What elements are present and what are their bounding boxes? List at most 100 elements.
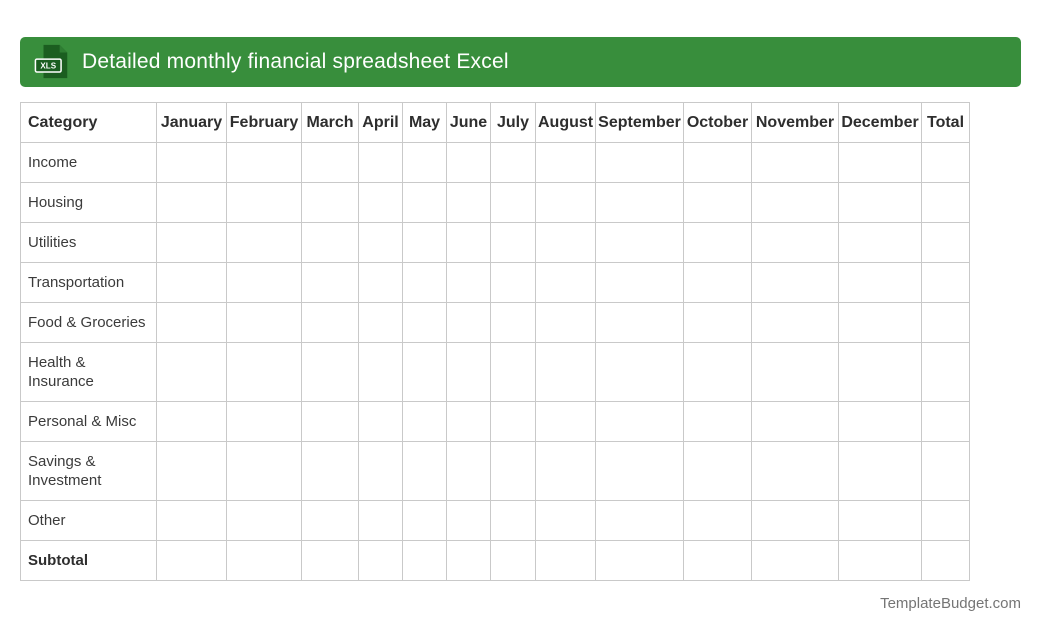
- table-cell: [535, 342, 596, 402]
- table-cell: [838, 500, 922, 541]
- table-cell: [358, 182, 403, 223]
- table-cell: [402, 182, 447, 223]
- table-cell: [595, 182, 684, 223]
- table-cell: [226, 222, 302, 263]
- table-cell: [301, 302, 359, 343]
- table-cell: [838, 142, 922, 183]
- table-cell: [683, 302, 752, 343]
- table-cell: [751, 302, 839, 343]
- table-cell: [402, 142, 447, 183]
- table-cell: [838, 342, 922, 402]
- table-cell: [838, 222, 922, 263]
- row-label: Health & Insurance: [20, 342, 157, 402]
- col-header-february: February: [226, 102, 302, 143]
- table-cell: [838, 441, 922, 501]
- col-header-march: March: [301, 102, 359, 143]
- table-cell: [156, 401, 227, 442]
- table-cell: [156, 342, 227, 402]
- table-cell: [358, 342, 403, 402]
- table-row-personal-misc: Personal & Misc: [20, 401, 970, 442]
- table-row-savings-investment: Savings & Investment: [20, 441, 970, 501]
- table-cell: [490, 342, 536, 402]
- table-cell: [751, 342, 839, 402]
- table-header-row: Category January February March April May June…: [20, 102, 970, 143]
- table-cell: [226, 182, 302, 223]
- table-cell: [301, 401, 359, 442]
- table-cell: [358, 441, 403, 501]
- table-row-income: Income: [20, 142, 970, 183]
- table-cell: [595, 142, 684, 183]
- table-cell: [751, 222, 839, 263]
- table-cell: [490, 540, 536, 581]
- table-cell: [751, 182, 839, 223]
- col-header-september: September: [595, 102, 684, 143]
- table-cell: [921, 222, 970, 263]
- row-label: Housing: [20, 182, 157, 223]
- col-header-july: July: [490, 102, 536, 143]
- table-cell: [358, 262, 403, 303]
- table-cell: [226, 302, 302, 343]
- table-cell: [535, 262, 596, 303]
- table-cell: [683, 142, 752, 183]
- table-cell: [226, 500, 302, 541]
- table-cell: [226, 441, 302, 501]
- table-row-transportation: Transportation: [20, 262, 970, 303]
- row-label: Subtotal: [20, 540, 157, 581]
- table-cell: [446, 540, 491, 581]
- table-cell: [301, 540, 359, 581]
- table-cell: [751, 441, 839, 501]
- table-cell: [446, 342, 491, 402]
- table-cell: [156, 441, 227, 501]
- table-cell: [490, 500, 536, 541]
- table-cell: [683, 262, 752, 303]
- table-cell: [358, 302, 403, 343]
- table-head: Category January February March April May June…: [20, 102, 970, 143]
- table-row-other: Other: [20, 500, 970, 541]
- col-header-june: June: [446, 102, 491, 143]
- row-label: Transportation: [20, 262, 157, 303]
- table-cell: [838, 302, 922, 343]
- table-cell: [683, 222, 752, 263]
- table-cell: [751, 540, 839, 581]
- table-cell: [595, 441, 684, 501]
- table-row-food-groceries: Food & Groceries: [20, 302, 970, 343]
- row-label: Personal & Misc: [20, 401, 157, 442]
- table-cell: [535, 222, 596, 263]
- table-cell: [921, 262, 970, 303]
- table-cell: [446, 441, 491, 501]
- col-header-august: August: [535, 102, 596, 143]
- table-cell: [921, 441, 970, 501]
- table-cell: [446, 401, 491, 442]
- table-cell: [402, 302, 447, 343]
- table-cell: [535, 302, 596, 343]
- table-cell: [683, 182, 752, 223]
- table-cell: [683, 500, 752, 541]
- row-label: Savings & Investment: [20, 441, 157, 501]
- template-table: Category January February March April May June…: [20, 102, 970, 581]
- row-label: Food & Groceries: [20, 302, 157, 343]
- table-cell: [402, 500, 447, 541]
- table-cell: [751, 401, 839, 442]
- table-cell: [446, 222, 491, 263]
- table-cell: [595, 222, 684, 263]
- table-cell: [751, 142, 839, 183]
- table-cell: [402, 441, 447, 501]
- template-header-bar: XLS Detailed monthly financial spreadshe…: [20, 37, 1021, 87]
- table-cell: [226, 262, 302, 303]
- table-cell: [156, 182, 227, 223]
- table-cell: [490, 441, 536, 501]
- table-cell: [358, 401, 403, 442]
- col-header-october: October: [683, 102, 752, 143]
- table-body: Income Housing Utilities Transportation Food…: [20, 142, 970, 581]
- table-cell: [838, 401, 922, 442]
- table-cell: [921, 342, 970, 402]
- table-cell: [156, 302, 227, 343]
- table-cell: [301, 222, 359, 263]
- xls-file-icon: XLS: [34, 44, 68, 79]
- col-header-may: May: [402, 102, 447, 143]
- table-cell: [683, 441, 752, 501]
- table-cell: [358, 500, 403, 541]
- table-cell: [921, 401, 970, 442]
- col-header-december: December: [838, 102, 922, 143]
- row-label: Utilities: [20, 222, 157, 263]
